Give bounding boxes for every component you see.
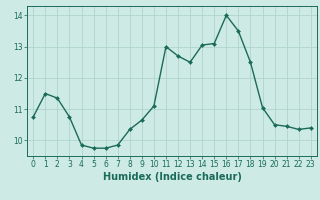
X-axis label: Humidex (Indice chaleur): Humidex (Indice chaleur) <box>103 172 241 182</box>
